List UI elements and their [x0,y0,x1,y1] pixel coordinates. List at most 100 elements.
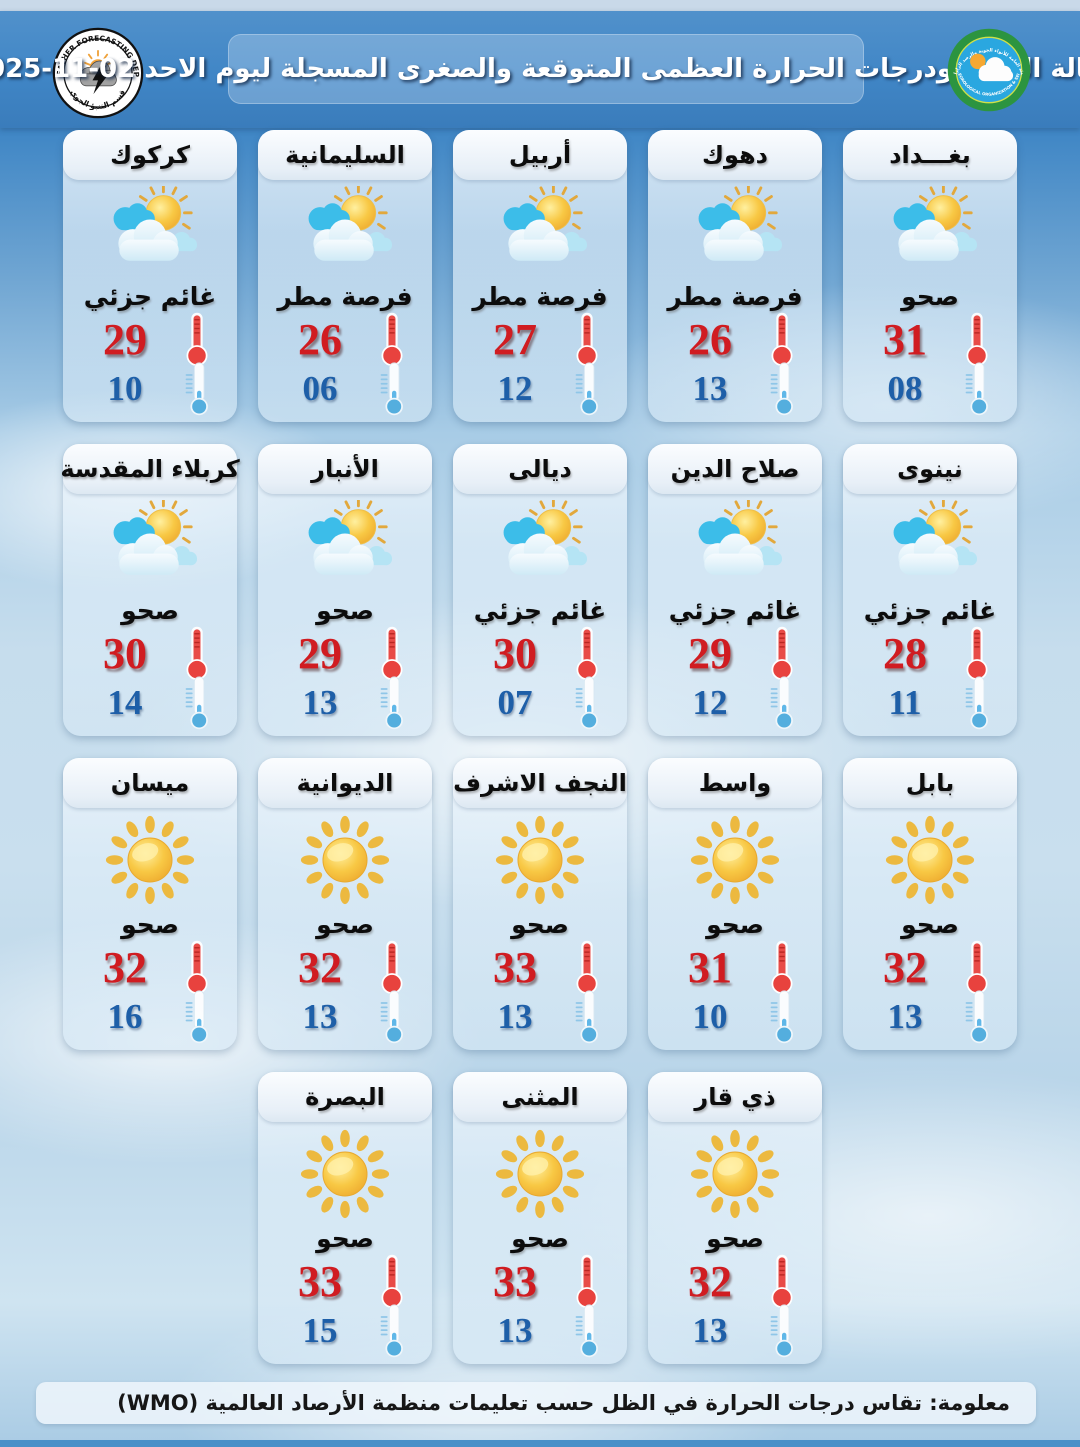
min-temp-value: 13 [302,997,338,1036]
city-card-maysan: ميسان صحو 32 16 [63,758,237,1050]
city-card-babil: بابل صحو 32 13 [843,758,1017,1050]
city-card-dhiqar: ذي قار صحو 32 13 [648,1072,822,1364]
city-name: كربلاء المقدسة [60,455,240,483]
sunny-icon [843,812,1017,908]
blue-thermometer-icon [181,991,213,1043]
blue-thermometer-icon [766,1305,798,1357]
condition-label: فرصة مطر [472,282,608,311]
cards-row-1: بغـــداد صحو 31 08 دهوك فرصة مطر 26 13 أ… [0,130,1080,422]
sunny-icon [648,1126,822,1222]
max-temp-value: 29 [298,628,342,678]
city-card-wasit: واسط صحو 31 10 [648,758,822,1050]
max-temp-value: 30 [493,628,537,678]
red-thermometer-icon [376,313,408,365]
top-edge-strip [0,0,1080,11]
max-temp-value: 30 [103,628,147,678]
max-temp-value: 32 [103,942,147,992]
red-thermometer-icon [181,941,213,993]
city-card-muthanna: المثنى صحو 33 13 [453,1072,627,1364]
blue-thermometer-icon [181,363,213,415]
weather-forecasting-dept-logo: WEATHER FORECASTING DEPT. قسم التنبؤ الج… [52,27,144,119]
condition-label: صحو [901,282,959,311]
city-card-salahaldin: صلاح الدين غائم جزئي 29 12 [648,444,822,736]
min-temp-value: 13 [692,1311,728,1350]
blue-thermometer-icon [766,991,798,1043]
blue-thermometer-icon [766,363,798,415]
blue-thermometer-icon [961,991,993,1043]
condition-label: صحو [316,596,374,625]
red-thermometer-icon [766,627,798,679]
page-title: الحالة الجوية ودرجات الحرارة العظمى المت… [0,54,1080,84]
city-name: المثنى [501,1083,579,1111]
condition-label: صحو [316,910,374,939]
city-name: بابل [905,769,955,797]
condition-label: صحو [706,1224,764,1253]
city-card-anbar: الأنبار صحو 29 13 [258,444,432,736]
city-name: دهوك [702,141,768,169]
blue-thermometer-icon [376,677,408,729]
blue-thermometer-icon [376,1305,408,1357]
condition-label: غائم جزئي [668,596,802,625]
sun-behind-clouds-icon [258,498,432,594]
max-temp-value: 29 [688,628,732,678]
sunny-icon [258,812,432,908]
city-card-kirkuk: كركوك غائم جزئي 29 10 [63,130,237,422]
sun-behind-clouds-icon [843,184,1017,280]
condition-label: صحو [511,910,569,939]
city-name: واسط [698,769,772,797]
sun-behind-clouds-icon [63,184,237,280]
blue-thermometer-icon [571,1305,603,1357]
red-thermometer-icon [571,1255,603,1307]
max-temp-value: 31 [883,314,927,364]
condition-label: صحو [121,910,179,939]
blue-thermometer-icon [181,677,213,729]
sunny-icon [63,812,237,908]
min-temp-value: 12 [497,369,533,408]
min-temp-value: 13 [497,1311,533,1350]
condition-label: صحو [706,910,764,939]
bottom-edge-strip [0,1440,1080,1447]
red-thermometer-icon [376,627,408,679]
blue-thermometer-icon [961,363,993,415]
sun-behind-clouds-icon [63,498,237,594]
sunny-icon [453,812,627,908]
max-temp-value: 32 [883,942,927,992]
sun-behind-clouds-icon [258,184,432,280]
city-name: ذي قار [694,1083,776,1111]
max-temp-value: 33 [493,942,537,992]
city-name: النجف الاشرف [453,769,627,797]
blue-thermometer-icon [571,363,603,415]
footer-note-bar: معلومة: تقاس درجات الحرارة في الظل حسب ت… [36,1382,1036,1424]
max-temp-value: 31 [688,942,732,992]
blue-thermometer-icon [766,677,798,729]
condition-label: غائم جزئي [473,596,607,625]
blue-thermometer-icon [376,991,408,1043]
condition-label: صحو [316,1224,374,1253]
condition-label: غائم جزئي [83,282,217,311]
city-name: أربيل [508,141,572,169]
min-temp-value: 13 [887,997,923,1036]
max-temp-value: 27 [493,314,537,364]
city-name: بغـــداد [889,141,971,169]
measurement-note: معلومة: تقاس درجات الحرارة في الظل حسب ت… [117,1391,1010,1415]
min-temp-value: 13 [692,369,728,408]
city-card-erbil: أربيل فرصة مطر 27 12 [453,130,627,422]
sunny-icon [453,1126,627,1222]
min-temp-value: 11 [888,683,922,722]
red-thermometer-icon [961,313,993,365]
cards-row-2: نينوى غائم جزئي 28 11 صلاح الدين غائم جز… [0,444,1080,736]
red-thermometer-icon [961,941,993,993]
max-temp-value: 33 [493,1256,537,1306]
city-card-sulaymaniyah: السليمانية فرصة مطر 26 06 [258,130,432,422]
city-name: ديالى [508,455,572,483]
city-card-diyala: ديالى غائم جزئي 30 07 [453,444,627,736]
condition-label: غائم جزئي [863,596,997,625]
min-temp-value: 08 [887,369,923,408]
blue-thermometer-icon [571,991,603,1043]
header-banner: WEATHER FORECASTING DEPT. قسم التنبؤ الج… [0,11,1080,128]
red-thermometer-icon [766,313,798,365]
red-thermometer-icon [181,627,213,679]
max-temp-value: 29 [103,314,147,364]
min-temp-value: 13 [302,683,338,722]
